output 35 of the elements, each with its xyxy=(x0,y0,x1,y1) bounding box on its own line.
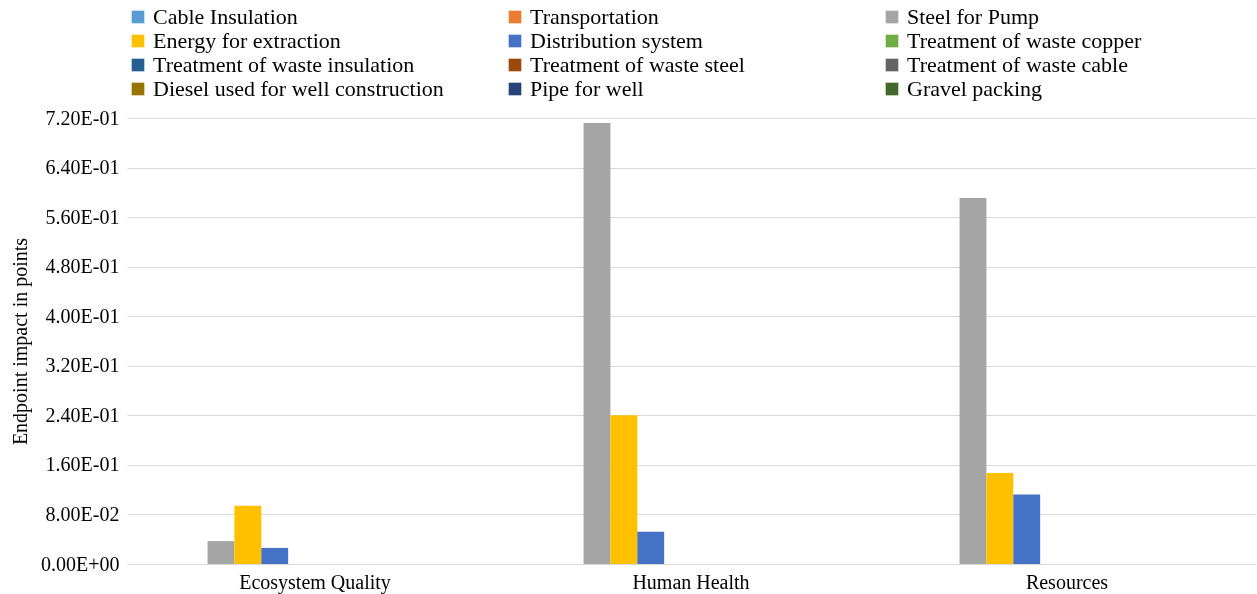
legend-label: Energy for extraction xyxy=(153,28,341,53)
y-tick-label: 2.40E-01 xyxy=(45,403,120,426)
legend-label: Steel for Pump xyxy=(907,4,1039,29)
y-tick-label: 3.20E-01 xyxy=(45,354,120,377)
legend-label: Pipe for well xyxy=(530,76,644,101)
legend-label: Cable Insulation xyxy=(153,4,298,29)
bar xyxy=(261,547,289,564)
legend-label: Transportation xyxy=(530,4,659,29)
bar xyxy=(207,541,235,564)
y-tick-label: 1.60E-01 xyxy=(45,453,120,476)
y-tick-label: 5.60E-01 xyxy=(45,205,120,228)
x-tick-label: Resources xyxy=(1025,570,1109,593)
legend-label: Distribution system xyxy=(530,28,703,53)
legend-label: Treatment of waste insulation xyxy=(153,52,415,77)
legend-label: Gravel packing xyxy=(907,76,1042,101)
y-tick-label: 6.40E-01 xyxy=(45,156,120,179)
bar xyxy=(610,415,638,564)
y-axis-title: Endpoint impact in points xyxy=(9,237,32,446)
bar xyxy=(583,122,611,564)
legend-label: Treatment of waste copper xyxy=(907,28,1143,53)
legend-label: Diesel used for well construction xyxy=(153,76,444,101)
bar xyxy=(637,531,665,564)
bar xyxy=(1013,494,1041,564)
x-tick-label: Human Health xyxy=(632,570,750,593)
bar xyxy=(959,197,987,564)
bar xyxy=(234,505,262,564)
legend-label: Treatment of waste cable xyxy=(907,52,1128,77)
x-tick-label: Ecosystem Quality xyxy=(239,570,391,594)
legend-label: Treatment of waste steel xyxy=(530,52,745,77)
y-tick-label: 0.00E+00 xyxy=(41,552,120,575)
y-tick-label: 7.20E-01 xyxy=(45,106,120,129)
y-tick-label: 8.00E-02 xyxy=(45,502,120,525)
bar xyxy=(986,472,1014,564)
y-tick-label: 4.80E-01 xyxy=(45,255,120,278)
y-tick-label: 4.00E-01 xyxy=(45,304,120,327)
